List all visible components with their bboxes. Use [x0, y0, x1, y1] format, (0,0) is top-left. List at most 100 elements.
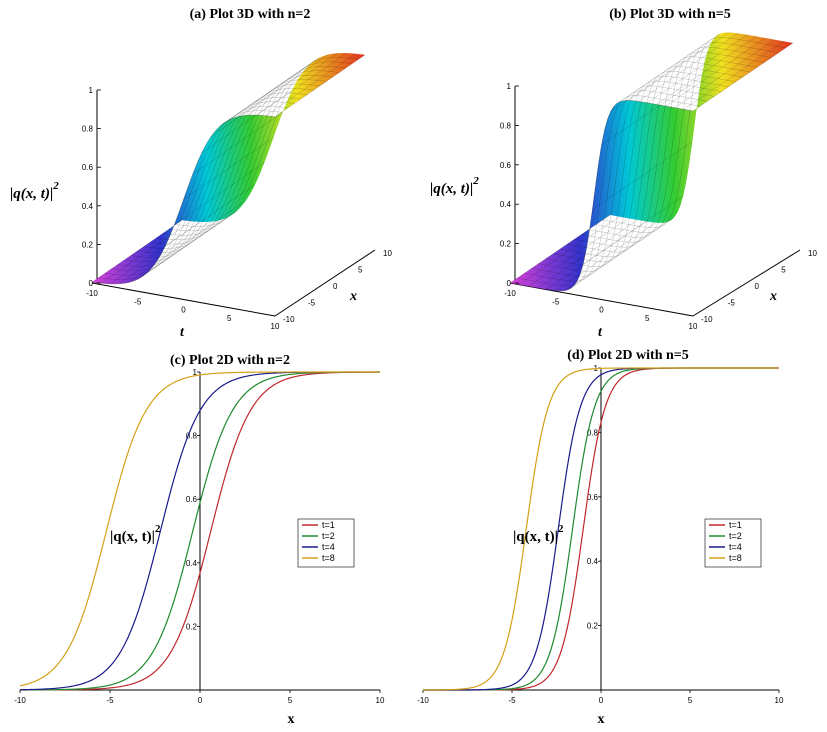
legend-entry: t=1	[729, 520, 742, 530]
z-tick-label: 0.2	[500, 240, 512, 249]
x-tick-label: 0	[755, 282, 760, 291]
x-tick-label: 5	[781, 266, 786, 275]
z-tick-label: 0.2	[82, 240, 94, 249]
panel-a-z-label-exp: 2	[52, 180, 59, 192]
panel-a-title: (a) Plot 3D with n=2	[190, 7, 311, 22]
panel-a-t-axis	[91, 282, 276, 317]
panel-c-plot-area: -10 -5 0 5 10 0.2 0.4 0.6 0.8 1 t=1t=2t=4t=8	[14, 368, 385, 705]
legend-entry: t=4	[729, 542, 742, 552]
y-tick-label: 0.2	[186, 622, 198, 631]
series-line-t8	[19, 371, 380, 687]
legend-entry: t=2	[729, 531, 742, 541]
x-tick-label: -10	[701, 315, 713, 324]
legend-entry: t=4	[322, 542, 335, 552]
y-tick-label: 0.6	[186, 495, 198, 504]
x-tick-label: -5	[308, 299, 316, 308]
t-tick-label: -5	[134, 297, 142, 306]
y-tick-label: 0.4	[587, 557, 599, 566]
y-tick-label: 0.8	[587, 428, 599, 437]
t-tick-label: 0	[181, 306, 186, 315]
panel-b-t-axis	[509, 282, 694, 317]
t-tick-label: -10	[504, 289, 516, 298]
y-tick-label: 0.2	[587, 622, 599, 631]
panel-c-y-label: |q(x, t)|2	[110, 523, 161, 545]
panel-a-z-label-text: |q(x, t)|	[10, 186, 53, 202]
panel-d-x-label: x	[598, 712, 605, 727]
panel-d-y-label-text: |q(x, t)|	[513, 529, 558, 545]
z-tick-label: 0.8	[500, 121, 512, 130]
panel-b-x-label: x	[769, 289, 777, 304]
panel-a-surface	[91, 52, 366, 285]
z-tick-label: 1	[89, 86, 94, 95]
legend-entry: t=8	[322, 553, 335, 563]
t-tick-label: 10	[689, 322, 698, 331]
panel-a-x-label: x	[349, 289, 357, 304]
panel-b-t-label: t	[598, 325, 603, 340]
x-tick-label: -10	[14, 696, 26, 705]
x-tick-label: 0	[599, 696, 604, 705]
t-tick-label: 5	[645, 314, 650, 323]
t-tick-label: -5	[552, 297, 560, 306]
y-tick-label: 0.8	[186, 432, 198, 441]
legend-entry: t=2	[322, 531, 335, 541]
panel-d-y-label-exp: 2	[558, 523, 564, 535]
y-tick-label: 0.6	[587, 493, 599, 502]
z-tick-label: 0.4	[500, 200, 512, 209]
t-tick-label: -10	[86, 289, 98, 298]
x-tick-label: -10	[417, 696, 429, 705]
z-tick-label: 0.4	[82, 202, 94, 211]
x-tick-label: 5	[288, 696, 293, 705]
x-tick-label: 10	[383, 249, 392, 258]
panel-b-surface-plot: (b) Plot 3D with n=5 0 0.2 0.4 0.6 0.8 1 -10 -5…	[430, 7, 817, 340]
y-tick-label: 0.4	[186, 559, 198, 568]
x-tick-label: 10	[808, 249, 817, 258]
legend: t=1t=2t=4t=8	[704, 518, 762, 568]
z-tick-label: 0.6	[82, 163, 94, 172]
x-tick-label: 10	[775, 696, 784, 705]
panel-d-y-label: |q(x, t)|2	[513, 523, 564, 545]
panel-b-surface	[509, 32, 794, 292]
x-tick-label: 5	[688, 696, 693, 705]
panel-c-title: (c) Plot 2D with n=2	[170, 353, 290, 368]
panel-d-line-plot: (d) Plot 2D with n=5 -10 -5 0 5 10 0.2 0.4 0.6 0…	[417, 348, 784, 727]
z-tick-label: 0.6	[500, 161, 512, 170]
legend-entry: t=1	[322, 520, 335, 530]
panel-c-y-label-text: |q(x, t)|	[110, 529, 155, 545]
panel-b-z-label: |q(x, t)|2	[430, 175, 479, 197]
z-tick-label: 0.8	[82, 125, 94, 134]
z-tick-label: 0	[507, 279, 512, 288]
t-tick-label: 5	[227, 314, 232, 323]
series-line-t8	[422, 367, 779, 691]
legend: t=1t=2t=4t=8	[297, 518, 355, 568]
x-tick-label: -5	[106, 696, 114, 705]
panel-c-y-label-exp: 2	[155, 523, 161, 535]
panel-b-x-axis	[692, 249, 801, 317]
panel-a-t-label: t	[180, 325, 185, 340]
x-tick-label: -5	[728, 299, 736, 308]
t-tick-label: 0	[599, 306, 604, 315]
y-tick-label: 1	[193, 368, 198, 377]
panel-a-surface-plot: (a) Plot 3D with n=2 0 0.2 0.4 0.6 0.8 1 -10 -5…	[10, 7, 392, 340]
panel-b-z-label-exp: 2	[472, 175, 479, 187]
panel-b-title: (b) Plot 3D with n=5	[609, 7, 731, 22]
panel-a-z-label: |q(x, t)|2	[10, 180, 59, 202]
z-tick-label: 0	[89, 279, 94, 288]
x-tick-label: -5	[508, 696, 516, 705]
panel-c-x-label: x	[288, 712, 295, 727]
panel-a-x-axis	[274, 249, 376, 317]
x-tick-label: 5	[358, 266, 363, 275]
x-tick-label: 0	[333, 282, 338, 291]
panel-c-line-plot: (c) Plot 2D with n=2 -10 -5 0 5 10 0.2 0.4 0.6 0…	[14, 353, 385, 727]
x-tick-label: 0	[198, 696, 203, 705]
t-tick-label: 10	[271, 322, 280, 331]
x-tick-label: 10	[376, 696, 385, 705]
panel-d-plot-area: -10 -5 0 5 100.20.40.60.81t=1t=2t=4t=8	[417, 364, 784, 705]
z-tick-label: 1	[507, 82, 512, 91]
legend-entry: t=8	[729, 553, 742, 563]
series-line-t1	[19, 371, 380, 691]
panel-b-z-label-text: |q(x, t)|	[430, 181, 473, 197]
panel-d-title: (d) Plot 2D with n=5	[567, 348, 689, 363]
